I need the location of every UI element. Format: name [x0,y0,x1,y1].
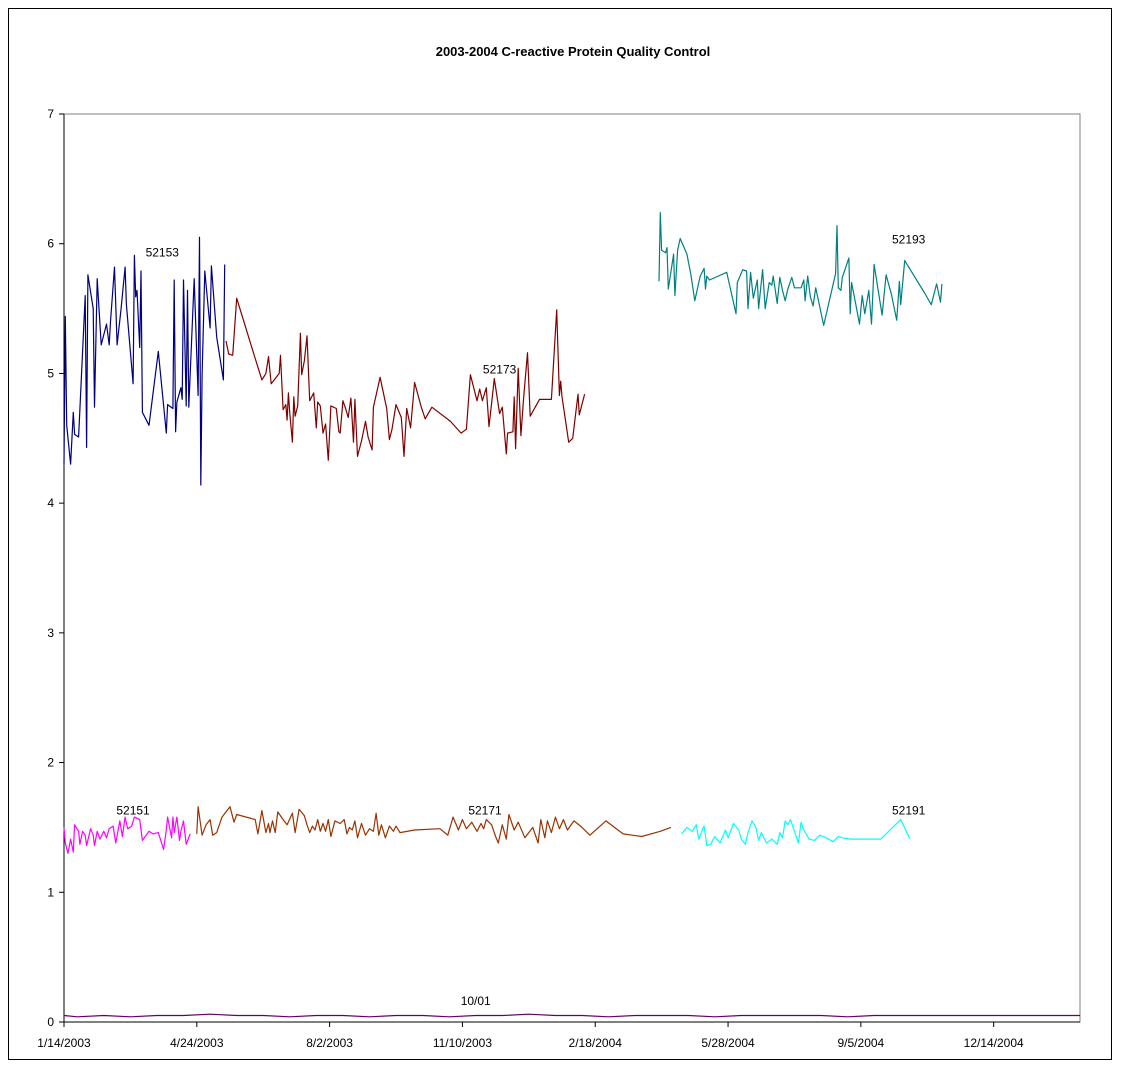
series-line-10-01 [63,1013,1080,1018]
x-tick-label: 1/14/2003 [37,1036,91,1050]
y-tick-label: 2 [47,756,54,770]
y-tick-label: 3 [47,626,54,640]
y-tick-label: 0 [47,1015,54,1029]
series-line-52191 [681,818,911,847]
chart-frame [8,8,1112,1060]
y-axis: 0 1 2 3 4 5 6 7 [47,107,65,1029]
series-label-52153: 52153 [146,246,180,260]
series-labels: 52153 52173 52193 52151 52171 52191 10/01 [116,233,925,1008]
series-line-52153 [63,236,226,486]
x-tick-label: 4/24/2003 [170,1036,224,1050]
x-tick-label: 9/5/2004 [838,1036,885,1050]
series-label-52193: 52193 [892,233,926,247]
y-tick-label: 1 [47,885,54,899]
series-line-52193 [658,212,943,326]
plot-area [63,113,1081,1023]
series-line-52151 [63,816,191,855]
y-tick-label: 4 [47,496,54,510]
series-label-52151: 52151 [116,803,150,817]
plot-border [63,113,1081,1023]
y-tick-label: 7 [47,107,54,121]
series-label-52191: 52191 [892,803,926,817]
y-tick-label: 6 [47,237,54,251]
x-tick-label: 12/14/2004 [964,1036,1024,1050]
series-label-52171: 52171 [468,803,502,817]
x-tick-label: 2/18/2004 [569,1036,623,1050]
series-line-52173 [225,297,586,461]
x-tick-label: 11/10/2003 [433,1036,492,1050]
chart-title: 2003-2004 C-reactive Protein Quality Con… [436,44,711,59]
series-line-52171 [196,806,672,844]
x-tick-label: 5/28/2004 [701,1036,755,1050]
x-tick-label: 8/2/2003 [306,1036,353,1050]
series-label-52173: 52173 [483,362,517,376]
x-axis: 1/14/2003 4/24/2003 8/2/2003 11/10/2003 2/18… [37,1021,1080,1050]
y-tick-label: 5 [47,366,54,380]
series-label-10-01: 10/01 [461,994,491,1008]
series-lines [63,212,1080,1018]
